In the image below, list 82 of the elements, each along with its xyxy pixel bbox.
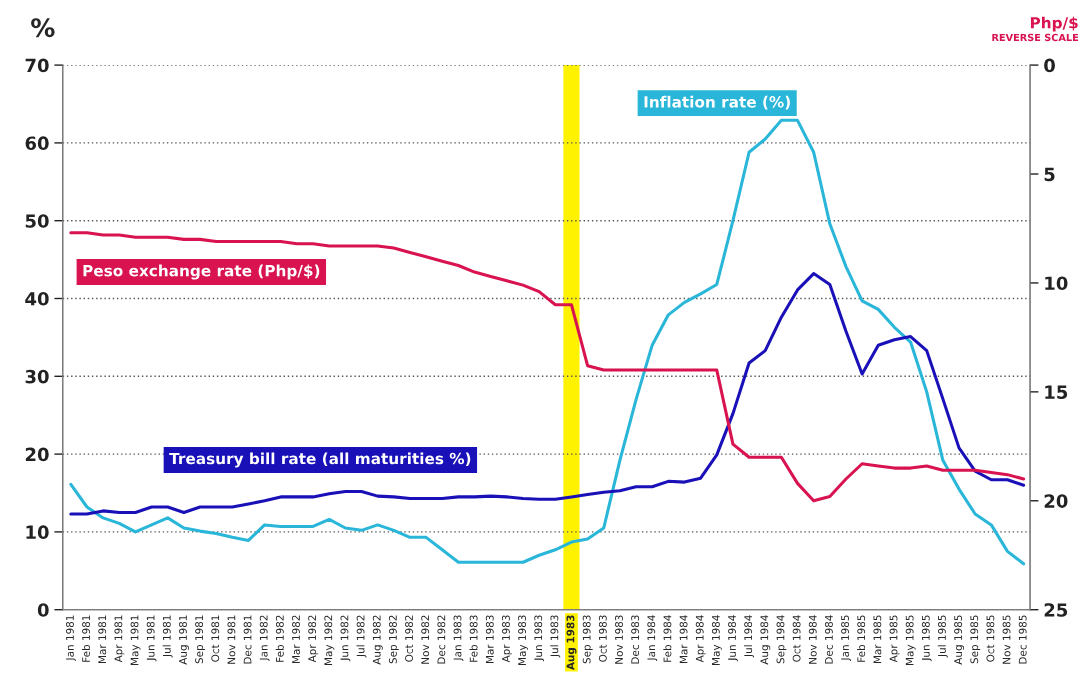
y2-tick-label: 25	[1044, 603, 1068, 617]
x-tick-label: Sep 1985	[970, 615, 981, 664]
y-tick-label: 10	[26, 525, 49, 540]
line-series	[69, 231, 1026, 503]
series-label: Treasury bill rate (all maturities %)	[169, 452, 471, 468]
x-tick-label: Nov 1984	[808, 615, 817, 664]
x-tick-label: Mar 1985	[873, 615, 882, 664]
x-tick-label: Jan 1985	[841, 615, 851, 661]
x-tick-label: Jul 1981	[162, 615, 173, 658]
x-tick-label: Nov 1985	[1002, 615, 1011, 664]
x-tick-label: Aug 1983	[566, 615, 577, 671]
x-tick-label: Jun 1982	[340, 615, 351, 662]
x-tick-label: Sep 1982	[388, 615, 399, 664]
x-tick-label: Feb 1984	[663, 615, 672, 662]
x-tick-label: Jul 1983	[550, 615, 561, 658]
x-tick-label: Jun 1981	[146, 615, 157, 662]
y-tick-label: 40	[25, 291, 49, 306]
x-tick-label: Mar 1983	[485, 615, 494, 664]
y-axis-title: %	[31, 18, 55, 38]
x-tick-label: Apr 1982	[308, 615, 319, 663]
x-tick-label: Jul 1984	[744, 615, 755, 658]
x-tick-label: Jun 1983	[534, 615, 545, 662]
series-label: Peso exchange rate (Php/$)	[83, 264, 320, 280]
x-tick-label: Mar 1982	[292, 615, 300, 664]
x-tick-label: Dec 1981	[243, 615, 252, 664]
series-label: Inflation rate (%)	[644, 95, 790, 110]
x-tick-label: Aug 1982	[372, 615, 383, 665]
x-tick-label: Apr 1981	[114, 615, 125, 663]
x-tick-label: Oct 1984	[792, 615, 801, 662]
x-tick-label: Sep 1981	[195, 615, 206, 664]
line-series	[69, 118, 1026, 566]
y-tick-label: 20	[25, 447, 49, 462]
x-tick-label: Mar 1984	[679, 615, 688, 664]
x-tick-label: Dec 1982	[437, 615, 446, 664]
x-tick-label: Apr 1983	[501, 615, 512, 663]
x-tick-label: Oct 1982	[405, 615, 413, 662]
x-tick-label: Sep 1983	[582, 615, 593, 664]
x-tick-label: Jun 1984	[728, 615, 738, 662]
x-tick-label: May 1981	[130, 615, 141, 665]
y2-tick-label: 15	[1045, 385, 1068, 399]
x-tick-label: May 1983	[518, 615, 529, 665]
x-tick-label: May 1985	[905, 615, 916, 665]
x-tick-label: Feb 1982	[275, 615, 284, 662]
x-tick-label: Nov 1981	[227, 615, 236, 664]
x-tick-label: Nov 1983	[615, 615, 623, 664]
x-tick-label: Aug 1981	[179, 615, 189, 665]
x-tick-label: Oct 1985	[986, 615, 995, 662]
x-tick-label: Oct 1981	[211, 615, 220, 662]
x-tick-label: Jan 1981	[65, 615, 76, 661]
y-tick-label: 70	[25, 58, 49, 73]
x-tick-label: May 1984	[711, 615, 722, 665]
y2-axis-title: Php/$	[1030, 16, 1078, 32]
x-tick-label: Feb 1981	[81, 615, 90, 662]
x-tick-label: Aug 1984	[760, 615, 771, 665]
x-tick-label: Mar 1981	[98, 615, 107, 664]
x-tick-label: Dec 1984	[824, 615, 833, 664]
x-tick-label: Dec 1985	[1018, 615, 1027, 664]
x-tick-label: Dec 1983	[631, 615, 640, 664]
y2-tick-label: 0	[1044, 58, 1055, 73]
x-tick-label: Jan 1982	[259, 615, 270, 661]
y2-tick-label: 20	[1044, 494, 1068, 508]
x-tick-label: Jan 1984	[647, 615, 658, 661]
text: REVERSE SCALE	[992, 33, 1079, 42]
x-tick-label: Sep 1984	[776, 615, 787, 664]
x-tick-label: Apr 1984	[695, 615, 706, 663]
y-tick-label: 50	[25, 214, 49, 228]
y-tick-label: 0	[37, 603, 49, 617]
y2-tick-label: 5	[1044, 167, 1055, 182]
x-tick-label: May 1982	[324, 615, 335, 665]
x-tick-label: Feb 1983	[469, 615, 478, 662]
x-tick-label: Oct 1983	[598, 615, 607, 662]
x-tick-label: Jun 1985	[921, 615, 932, 662]
y-tick-label: 60	[25, 136, 49, 151]
x-tick-label: Jul 1982	[356, 615, 367, 658]
y2-tick-label: 10	[1045, 276, 1068, 291]
x-tick-label: Jan 1983	[453, 615, 464, 661]
x-tick-label: Nov 1982	[421, 615, 430, 664]
x-tick-label: Apr 1985	[889, 615, 900, 663]
x-tick-label: Aug 1985	[954, 615, 965, 665]
x-tick-label: Jul 1985	[937, 615, 948, 658]
y-tick-label: 30	[25, 369, 49, 384]
x-tick-label: Feb 1985	[857, 615, 866, 662]
